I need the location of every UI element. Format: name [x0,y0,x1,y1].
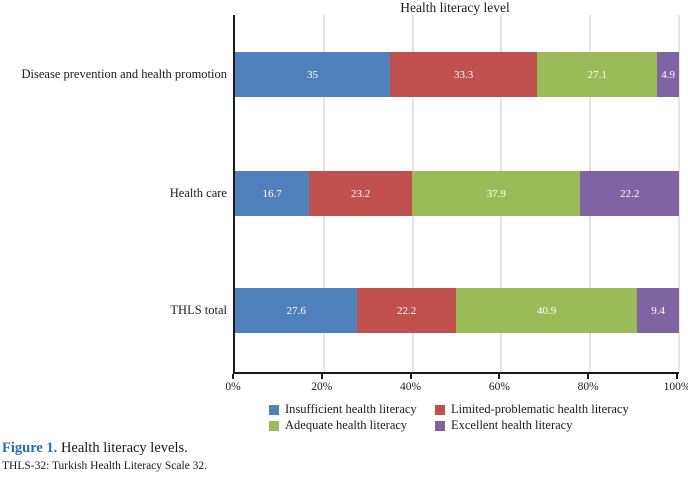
bar-value-label: 33.3 [454,68,474,81]
category-label: THLS total [170,303,227,317]
legend: Insufficient health literacy Limited-prob… [269,402,629,433]
legend-swatch [435,420,445,431]
legend-item: Adequate health literacy [269,418,435,433]
category-label: Health care [169,186,227,200]
axis-tick-label: 40% [400,381,422,393]
plot-area: 35 33.3 27.1 4.9 16.7 23.2 37.9 22.2 27.6 22.2 40.… [233,15,680,374]
axis-tick-label: 100% [663,381,688,393]
bar-segment: 27.6 [235,288,358,333]
bar-segment: 9.4 [637,288,679,333]
axis-tick [498,374,501,379]
bar-segment: 27.1 [537,52,658,97]
figure-caption-text: Health literacy levels. [57,440,188,456]
bar-value-label: 9.4 [651,304,665,317]
chart-title: Health literacy level [400,0,510,15]
axis-tick-label: 60% [488,381,510,393]
axis-tick [587,374,590,379]
bar-value-label: 37.9 [486,187,506,200]
bar-segment: 40.9 [455,288,638,333]
figure-caption: Figure 1. Health literacy levels. [2,440,188,457]
stacked-bar: 27.6 22.2 40.9 9.4 [235,288,679,333]
legend-label: Insufficient health literacy [285,402,417,416]
stacked-bar: 16.7 23.2 37.9 22.2 [235,171,679,216]
bar-segment: 33.3 [389,52,538,97]
bar-segment: 16.7 [235,171,310,216]
bar-value-label: 22.2 [397,304,417,317]
bar-value-label: 27.1 [587,68,607,81]
axis-tick [409,374,412,379]
bar-segment: 35 [235,52,390,97]
bar-value-label: 27.6 [286,304,306,317]
bar-value-label: 35 [306,68,318,81]
bar-segment: 4.9 [657,52,679,97]
legend-label: Limited-problematic health literacy [451,402,629,416]
legend-swatch [269,420,279,431]
figure-caption-label: Figure 1. [2,440,58,456]
axis-tick [676,374,678,379]
bar-value-label: 40.9 [536,304,557,317]
bar-segment: 22.2 [580,171,679,216]
bar-segment: 22.2 [357,288,456,333]
legend-item: Excellent health literacy [435,418,629,433]
legend-label: Excellent health literacy [451,418,573,432]
bar-value-label: 4.9 [661,68,675,81]
category-label: Disease prevention and health promotion [21,67,228,81]
bar-value-label: 23.2 [351,187,371,200]
legend-swatch [435,404,445,415]
bar-segment: 37.9 [412,171,581,216]
legend-item: Limited-problematic health literacy [435,402,629,417]
legend-item: Insufficient health literacy [269,402,435,417]
axis-tick-label: 20% [311,381,333,393]
gridline [678,15,680,372]
axis-tick-label: 80% [577,381,599,393]
x-axis: 0% 20% 40% 60% 80% 100% [225,374,688,398]
axis-tick-label: 0% [225,381,241,393]
legend-label: Adequate health literacy [285,418,408,432]
bar-value-label: 16.7 [262,187,282,200]
figure-footnote: THLS-32: Turkish Health Literacy Scale 3… [2,460,208,472]
bar-value-label: 22.2 [620,187,640,200]
axis-tick [232,374,234,379]
axis-tick [320,374,323,379]
stacked-bar: 35 33.3 27.1 4.9 [235,52,679,97]
legend-swatch [269,404,279,415]
bar-segment: 23.2 [309,171,413,216]
